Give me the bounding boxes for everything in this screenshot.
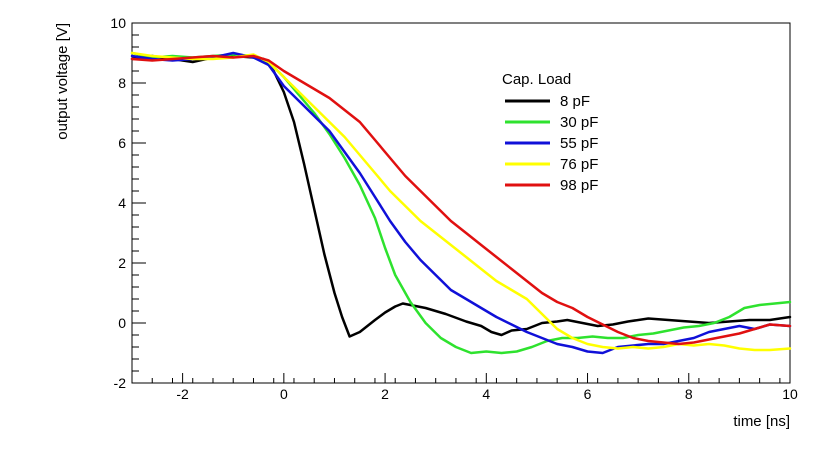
series-line-76-pf: [130, 51, 792, 352]
x-tick-label: 8: [685, 386, 693, 402]
legend-label: 8 pF: [560, 93, 590, 110]
x-tick-label: 2: [381, 386, 389, 402]
x-tick-label: 10: [782, 386, 798, 402]
series-line-98-pf: [130, 54, 792, 346]
y-tick-label: 2: [118, 255, 126, 271]
plot-frame: [131, 22, 791, 384]
legend-label: 30 pF: [560, 114, 598, 131]
x-tick-label: 0: [280, 386, 288, 402]
y-tick-label: 6: [118, 135, 126, 151]
legend-label: 76 pF: [560, 156, 598, 173]
x-axis-title: time [ns]: [733, 413, 790, 430]
series-line-55-pf: [130, 51, 792, 355]
y-tick-label: -2: [114, 375, 127, 391]
legend-label: 98 pF: [560, 177, 598, 194]
x-tick-label: 4: [482, 386, 490, 402]
y-tick-label: 8: [118, 75, 126, 91]
legend-label: 55 pF: [560, 135, 598, 152]
legend-title: Cap. Load: [502, 71, 571, 88]
series-line-8-pf: [130, 54, 792, 338]
x-tick-label: 6: [584, 386, 592, 402]
series-line-30-pf: [130, 51, 792, 355]
tick-labels: -2 0 2 4 6 8 10 -2 0 2 4 6 8 10: [110, 15, 798, 402]
axis-ticks: [132, 22, 791, 384]
x-tick-label: -2: [176, 386, 189, 402]
y-axis-title: output voltage [V]: [54, 23, 71, 140]
legend: Cap. Load 8 pF 30 pF 55 pF 76 pF 98 pF: [502, 71, 598, 194]
y-tick-label: 10: [110, 15, 126, 31]
series-lines: [130, 51, 792, 355]
y-tick-label: 0: [118, 315, 126, 331]
y-tick-label: 4: [118, 195, 126, 211]
